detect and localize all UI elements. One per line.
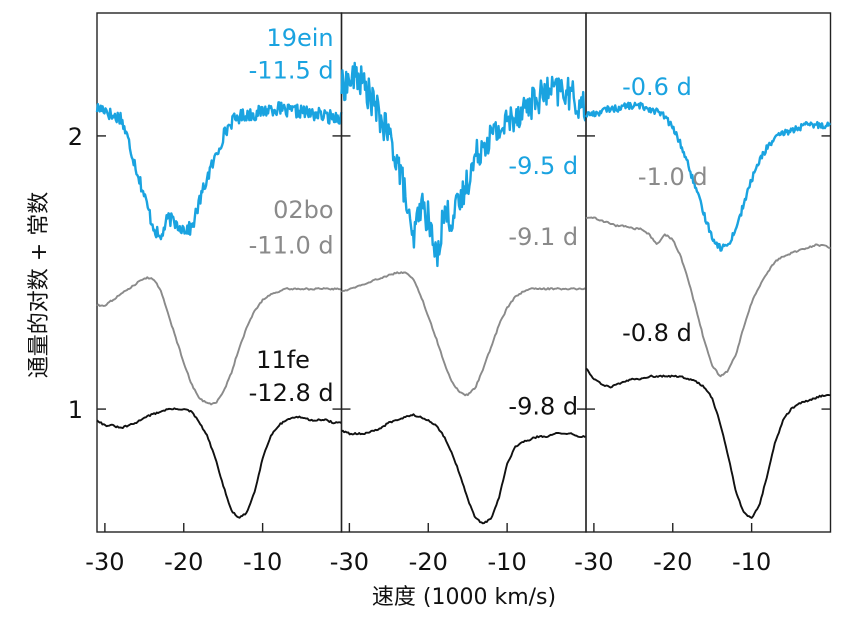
series-line-11fe <box>341 413 587 525</box>
series-line-11fe <box>96 407 343 519</box>
y-tick-label: 1 <box>68 396 83 424</box>
panel-1: -30 -20 -10 1 2 19ein -11.5 d 02bo -11.0 d 11fe -1… <box>68 12 343 576</box>
annotation-label: 19ein <box>266 24 333 52</box>
panel-2: -30 -20 -10 -9.5 d -9.1 d -9.8 d <box>330 12 588 576</box>
panel-frame <box>96 12 343 533</box>
y-axis-label: 通量的对数 + 常数 <box>27 192 52 378</box>
x-tick-label: -20 <box>164 548 203 576</box>
series-line-19ein <box>585 101 831 252</box>
panel-3: -30 -20 -10 -0.6 d -1.0 d -0.8 d <box>574 12 832 576</box>
annotation-label: 11fe <box>256 346 310 374</box>
panel-frame <box>585 12 832 533</box>
panels: -30 -20 -10 1 2 19ein -11.5 d 02bo -11.0 d 11fe -1… <box>68 12 832 576</box>
x-tick-label: -30 <box>85 548 124 576</box>
annotation-label: -11.5 d <box>249 57 334 85</box>
x-axis-label: 速度 (1000 km/s) <box>372 585 556 610</box>
annotation-label: -9.5 d <box>508 152 578 180</box>
series-line-02bo <box>96 276 342 406</box>
annotation-label: -1.0 d <box>638 163 708 191</box>
x-tick-label: -30 <box>574 548 613 576</box>
annotation-label: -9.1 d <box>508 223 578 251</box>
annotation-label: -9.8 d <box>508 393 578 421</box>
series-line-19ein <box>340 61 588 268</box>
series-line-02bo <box>340 271 587 397</box>
x-tick-label: -10 <box>243 548 282 576</box>
series-line-02bo <box>585 216 831 378</box>
series-line-11fe <box>585 367 831 519</box>
series-line-19ein <box>95 101 343 241</box>
annotation-label: -11.0 d <box>249 231 334 259</box>
x-tick-label: -10 <box>732 548 771 576</box>
annotation-label: -0.8 d <box>622 319 692 347</box>
annotation-label: -12.8 d <box>249 379 334 407</box>
y-tick-label: 2 <box>68 123 83 151</box>
x-tick-label: -20 <box>653 548 692 576</box>
annotation-label: -0.6 d <box>622 73 692 101</box>
x-tick-label: -10 <box>488 548 527 576</box>
x-tick-label: -30 <box>330 548 369 576</box>
x-tick-label: -20 <box>409 548 448 576</box>
annotation-label: 02bo <box>273 196 333 224</box>
